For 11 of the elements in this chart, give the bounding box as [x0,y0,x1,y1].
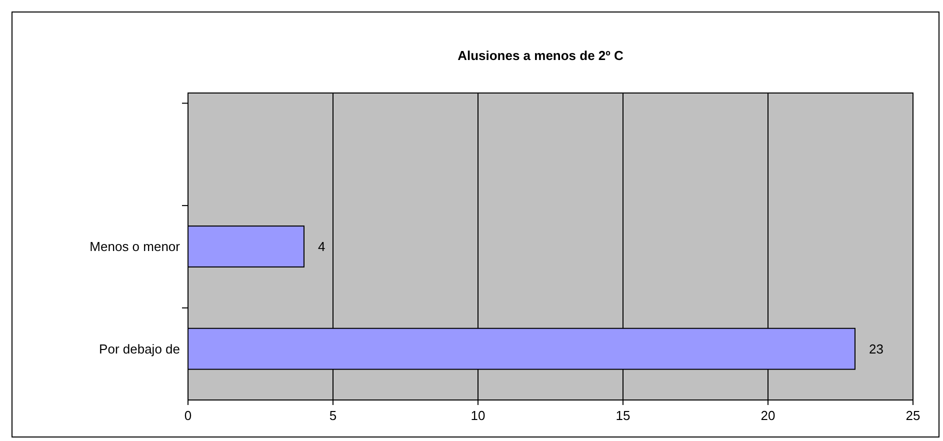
data-label: 23 [869,341,884,356]
x-tick-label: 25 [906,408,920,423]
y-tick-label: Por debajo de [99,341,180,356]
x-tick-label: 20 [760,408,776,423]
data-label: 4 [318,239,326,254]
chart-title: Alusiones a menos de 2º C [458,48,624,63]
y-tick-label: Menos o menor [90,239,181,254]
x-tick-label: 0 [184,408,192,423]
x-tick-label: 10 [470,408,486,423]
x-tick-label: 5 [329,408,337,423]
x-tick-label: 15 [616,408,630,423]
